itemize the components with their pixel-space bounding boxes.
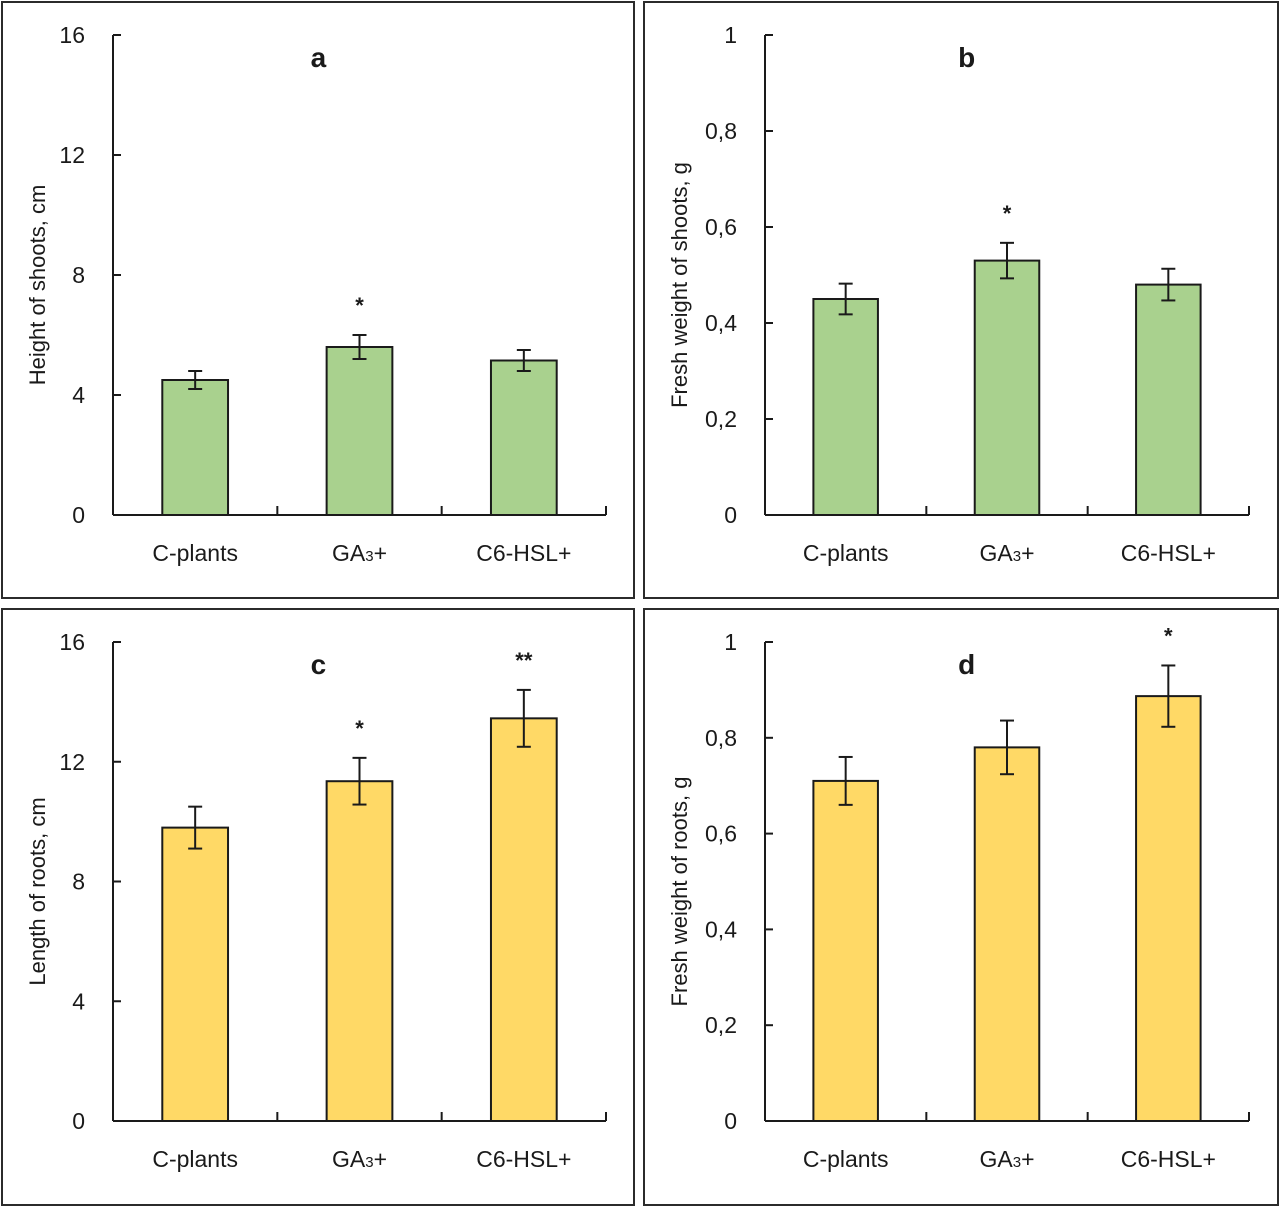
x-category-label: C6-HSL+ bbox=[476, 540, 571, 566]
bar-ga3- bbox=[973, 746, 1041, 1122]
panel-letter: c bbox=[311, 649, 327, 680]
chart-d-svg: 0 0,2 0,4 0,6 0,8 1 Fresh weight of roots, g d C… bbox=[667, 623, 1250, 1172]
y-axis-title: Fresh weight of roots, g bbox=[667, 777, 692, 1007]
x-category-label: C-plants bbox=[803, 540, 889, 566]
bar-c6-hsl- bbox=[489, 717, 558, 1122]
y-tick-label: 0 bbox=[724, 502, 737, 528]
y-tick-label: 0,6 bbox=[705, 821, 737, 847]
y-axis-title: Length of roots, cm bbox=[25, 797, 50, 985]
x-category-label: C6-HSL+ bbox=[1121, 540, 1216, 566]
y-tick-label: 8 bbox=[72, 262, 85, 288]
y-axis-title: Fresh weight of shoots, g bbox=[667, 162, 692, 408]
y-axis-title: Height of shoots, cm bbox=[25, 185, 50, 386]
x-category-label: C-plants bbox=[803, 1146, 889, 1172]
y-tick-label: 12 bbox=[59, 749, 85, 775]
x-category-label: GA3+ bbox=[979, 1146, 1034, 1172]
panel-letter: b bbox=[958, 42, 975, 73]
significance-marker: * bbox=[355, 716, 364, 741]
y-tick-label: 16 bbox=[59, 629, 85, 655]
x-category-label: GA3+ bbox=[332, 540, 387, 566]
x-category-label: GA3+ bbox=[979, 540, 1034, 566]
x-category-label: C-plants bbox=[152, 1146, 238, 1172]
y-tick-label: 0,4 bbox=[705, 310, 737, 336]
bar-c6-hsl- bbox=[1135, 695, 1202, 1122]
y-tick-label: 1 bbox=[724, 22, 737, 48]
chart-a-svg: 0 4 8 12 16 Height of shoots, cm a C-plants * GA3… bbox=[25, 22, 607, 566]
significance-marker: ** bbox=[515, 648, 533, 673]
chart-c-svg: 0 4 8 12 16 Length of roots, cm c C-plants * GA3+… bbox=[25, 629, 607, 1172]
bar-c6-hsl- bbox=[489, 359, 558, 516]
y-tick-label: 8 bbox=[72, 869, 85, 895]
bar-c-plants bbox=[161, 826, 230, 1123]
y-tick-label: 0,6 bbox=[705, 214, 737, 240]
bar-c-plants bbox=[812, 298, 879, 516]
chart-panel-c: 0 4 8 12 16 Length of roots, cm c C-plants * GA3+… bbox=[1, 608, 635, 1206]
panel-letter: d bbox=[958, 649, 975, 680]
y-tick-label: 4 bbox=[72, 988, 85, 1014]
y-tick-label: 0 bbox=[72, 1108, 85, 1134]
y-tick-label: 0,8 bbox=[705, 725, 737, 751]
y-tick-label: 16 bbox=[59, 22, 85, 48]
chart-panel-a: 0 4 8 12 16 Height of shoots, cm a C-plants * GA3… bbox=[1, 1, 635, 599]
y-tick-label: 0,2 bbox=[705, 406, 737, 432]
bar-c-plants bbox=[812, 779, 879, 1122]
significance-marker: * bbox=[1164, 623, 1173, 648]
y-tick-label: 0,8 bbox=[705, 118, 737, 144]
y-tick-label: 1 bbox=[724, 629, 737, 655]
x-category-label: C6-HSL+ bbox=[476, 1146, 571, 1172]
x-category-label: C6-HSL+ bbox=[1121, 1146, 1216, 1172]
chart-panel-b: 0 0,2 0,4 0,6 0,8 1 Fresh weight of shoots, g b… bbox=[643, 1, 1279, 599]
bar-ga3- bbox=[325, 780, 394, 1122]
x-category-label: C-plants bbox=[152, 540, 238, 566]
y-tick-label: 12 bbox=[59, 142, 85, 168]
y-tick-label: 0,2 bbox=[705, 1012, 737, 1038]
chart-panel-d: 0 0,2 0,4 0,6 0,8 1 Fresh weight of roots, g d C… bbox=[643, 608, 1279, 1206]
x-category-label: GA3+ bbox=[332, 1146, 387, 1172]
bar-ga3- bbox=[325, 346, 394, 516]
panel-letter: a bbox=[311, 42, 327, 73]
y-tick-label: 4 bbox=[72, 382, 85, 408]
significance-marker: * bbox=[355, 293, 364, 318]
bar-c-plants bbox=[161, 379, 230, 516]
y-tick-label: 0,4 bbox=[705, 916, 737, 942]
y-tick-label: 0 bbox=[72, 502, 85, 528]
y-tick-label: 0 bbox=[724, 1108, 737, 1134]
bar-ga3- bbox=[973, 259, 1041, 516]
significance-marker: * bbox=[1003, 201, 1012, 226]
bar-c6-hsl- bbox=[1135, 283, 1202, 516]
chart-b-svg: 0 0,2 0,4 0,6 0,8 1 Fresh weight of shoots, g b… bbox=[667, 22, 1250, 566]
